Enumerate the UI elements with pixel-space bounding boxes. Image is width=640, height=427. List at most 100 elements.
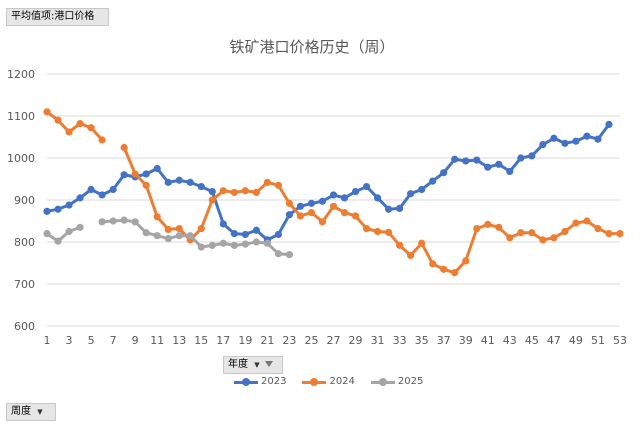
legend-label-2024: 2024: [329, 376, 355, 387]
x-tick-label: 33: [393, 334, 407, 347]
data-point-2023: [307, 199, 316, 207]
x-tick-label: 15: [194, 334, 208, 347]
data-point-2024: [473, 224, 481, 233]
data-point-2024: [274, 181, 283, 189]
data-point-2023: [109, 185, 117, 194]
data-point-2024: [76, 119, 84, 128]
data-point-2023: [252, 226, 260, 234]
data-point-2023: [451, 155, 459, 163]
data-point-2024: [131, 170, 139, 178]
data-point-2023: [550, 134, 558, 142]
data-point-2023: [407, 190, 415, 198]
data-point-2024: [605, 230, 613, 238]
data-point-2024: [54, 116, 62, 124]
data-point-2025: [208, 241, 216, 249]
legend-swatch-2023: [234, 377, 258, 387]
series-line-2024: [122, 146, 622, 275]
data-point-2024: [539, 236, 547, 244]
chevron-down-icon: ▼: [37, 408, 43, 416]
data-point-2025: [263, 239, 271, 247]
week-field-button[interactable]: 周度 ▼: [6, 403, 56, 421]
data-point-2024: [440, 265, 448, 273]
data-point-2023: [605, 120, 613, 128]
series-line-2025: [100, 218, 291, 257]
data-point-2023: [418, 185, 426, 194]
data-point-2025: [230, 241, 238, 249]
data-point-2023: [362, 182, 371, 191]
chevron-down-icon: ▼: [254, 361, 260, 369]
y-tick-label: 1100: [7, 110, 35, 123]
data-point-2023: [274, 230, 283, 239]
data-point-2023: [506, 167, 514, 176]
x-tick-label: 23: [282, 334, 296, 347]
y-tick-label: 1200: [7, 68, 35, 81]
x-tick-label: 3: [66, 334, 73, 347]
data-point-2024: [197, 224, 205, 233]
x-tick-label: 39: [459, 334, 473, 347]
data-point-2023: [351, 188, 360, 196]
data-point-2025: [142, 229, 150, 237]
x-tick-label: 43: [503, 334, 517, 347]
legend-item-2024: 2024: [302, 376, 355, 387]
x-tick-label: 25: [304, 334, 318, 347]
data-point-2023: [230, 230, 238, 238]
data-point-2023: [528, 152, 536, 160]
x-tick-label: 27: [327, 334, 341, 347]
data-point-2024: [572, 219, 580, 227]
data-point-2025: [197, 243, 205, 251]
data-point-2023: [175, 176, 183, 184]
data-point-2023: [583, 132, 591, 140]
data-point-2025: [219, 239, 227, 247]
data-point-2023: [384, 205, 393, 213]
data-point-2025: [285, 251, 294, 259]
data-point-2023: [98, 191, 106, 199]
data-point-2024: [506, 234, 514, 242]
x-tick-label: 49: [569, 334, 583, 347]
data-point-2023: [594, 135, 602, 143]
data-point-2024: [351, 212, 360, 220]
data-point-2024: [87, 124, 95, 132]
legend-item-2025: 2025: [370, 376, 424, 387]
data-point-2024: [528, 229, 536, 237]
legend-swatch-2024: [302, 377, 327, 387]
data-point-2023: [539, 140, 547, 149]
data-point-2024: [616, 230, 624, 238]
series-line-2025: [45, 225, 82, 243]
data-point-2023: [396, 204, 404, 212]
data-point-2023: [208, 188, 216, 196]
data-point-2024: [307, 209, 316, 217]
legend-swatch-2025: [370, 377, 395, 387]
y-tick-label: 900: [14, 194, 35, 207]
data-point-2024: [583, 217, 591, 225]
data-point-2023: [186, 178, 194, 186]
data-point-2023: [561, 139, 569, 147]
data-point-2023: [285, 211, 294, 219]
data-point-2023: [153, 164, 161, 173]
data-point-2023: [473, 156, 481, 164]
data-point-2024: [296, 212, 305, 220]
value-field-button[interactable]: 平均值项:港口价格: [6, 8, 109, 26]
data-point-2023: [54, 205, 62, 213]
y-tick-label: 800: [14, 236, 35, 249]
data-point-2024: [418, 239, 426, 247]
data-point-2024: [451, 269, 459, 277]
series-group: [43, 108, 624, 277]
y-tick-label: 600: [14, 320, 35, 333]
data-point-2024: [65, 128, 73, 136]
legend-label-2025: 2025: [397, 376, 424, 387]
data-point-2024: [263, 178, 271, 186]
data-point-2024: [98, 136, 106, 144]
data-point-2024: [407, 251, 415, 260]
data-point-2024: [120, 143, 128, 152]
data-point-2025: [274, 250, 283, 258]
y-axis-tick-labels: 600 700 800 900 1000 1100 1200: [7, 68, 35, 333]
year-field-button[interactable]: 年度 ▼: [223, 356, 283, 374]
data-point-2024: [175, 224, 183, 233]
data-point-2024: [219, 187, 227, 195]
legend: 2023 2024 2025: [234, 376, 423, 387]
x-tick-label: 1: [44, 334, 51, 347]
x-tick-label: 37: [437, 334, 451, 347]
data-point-2023: [318, 197, 327, 205]
legend-item-2023: 2023: [234, 376, 286, 387]
x-tick-label: 35: [415, 334, 429, 347]
